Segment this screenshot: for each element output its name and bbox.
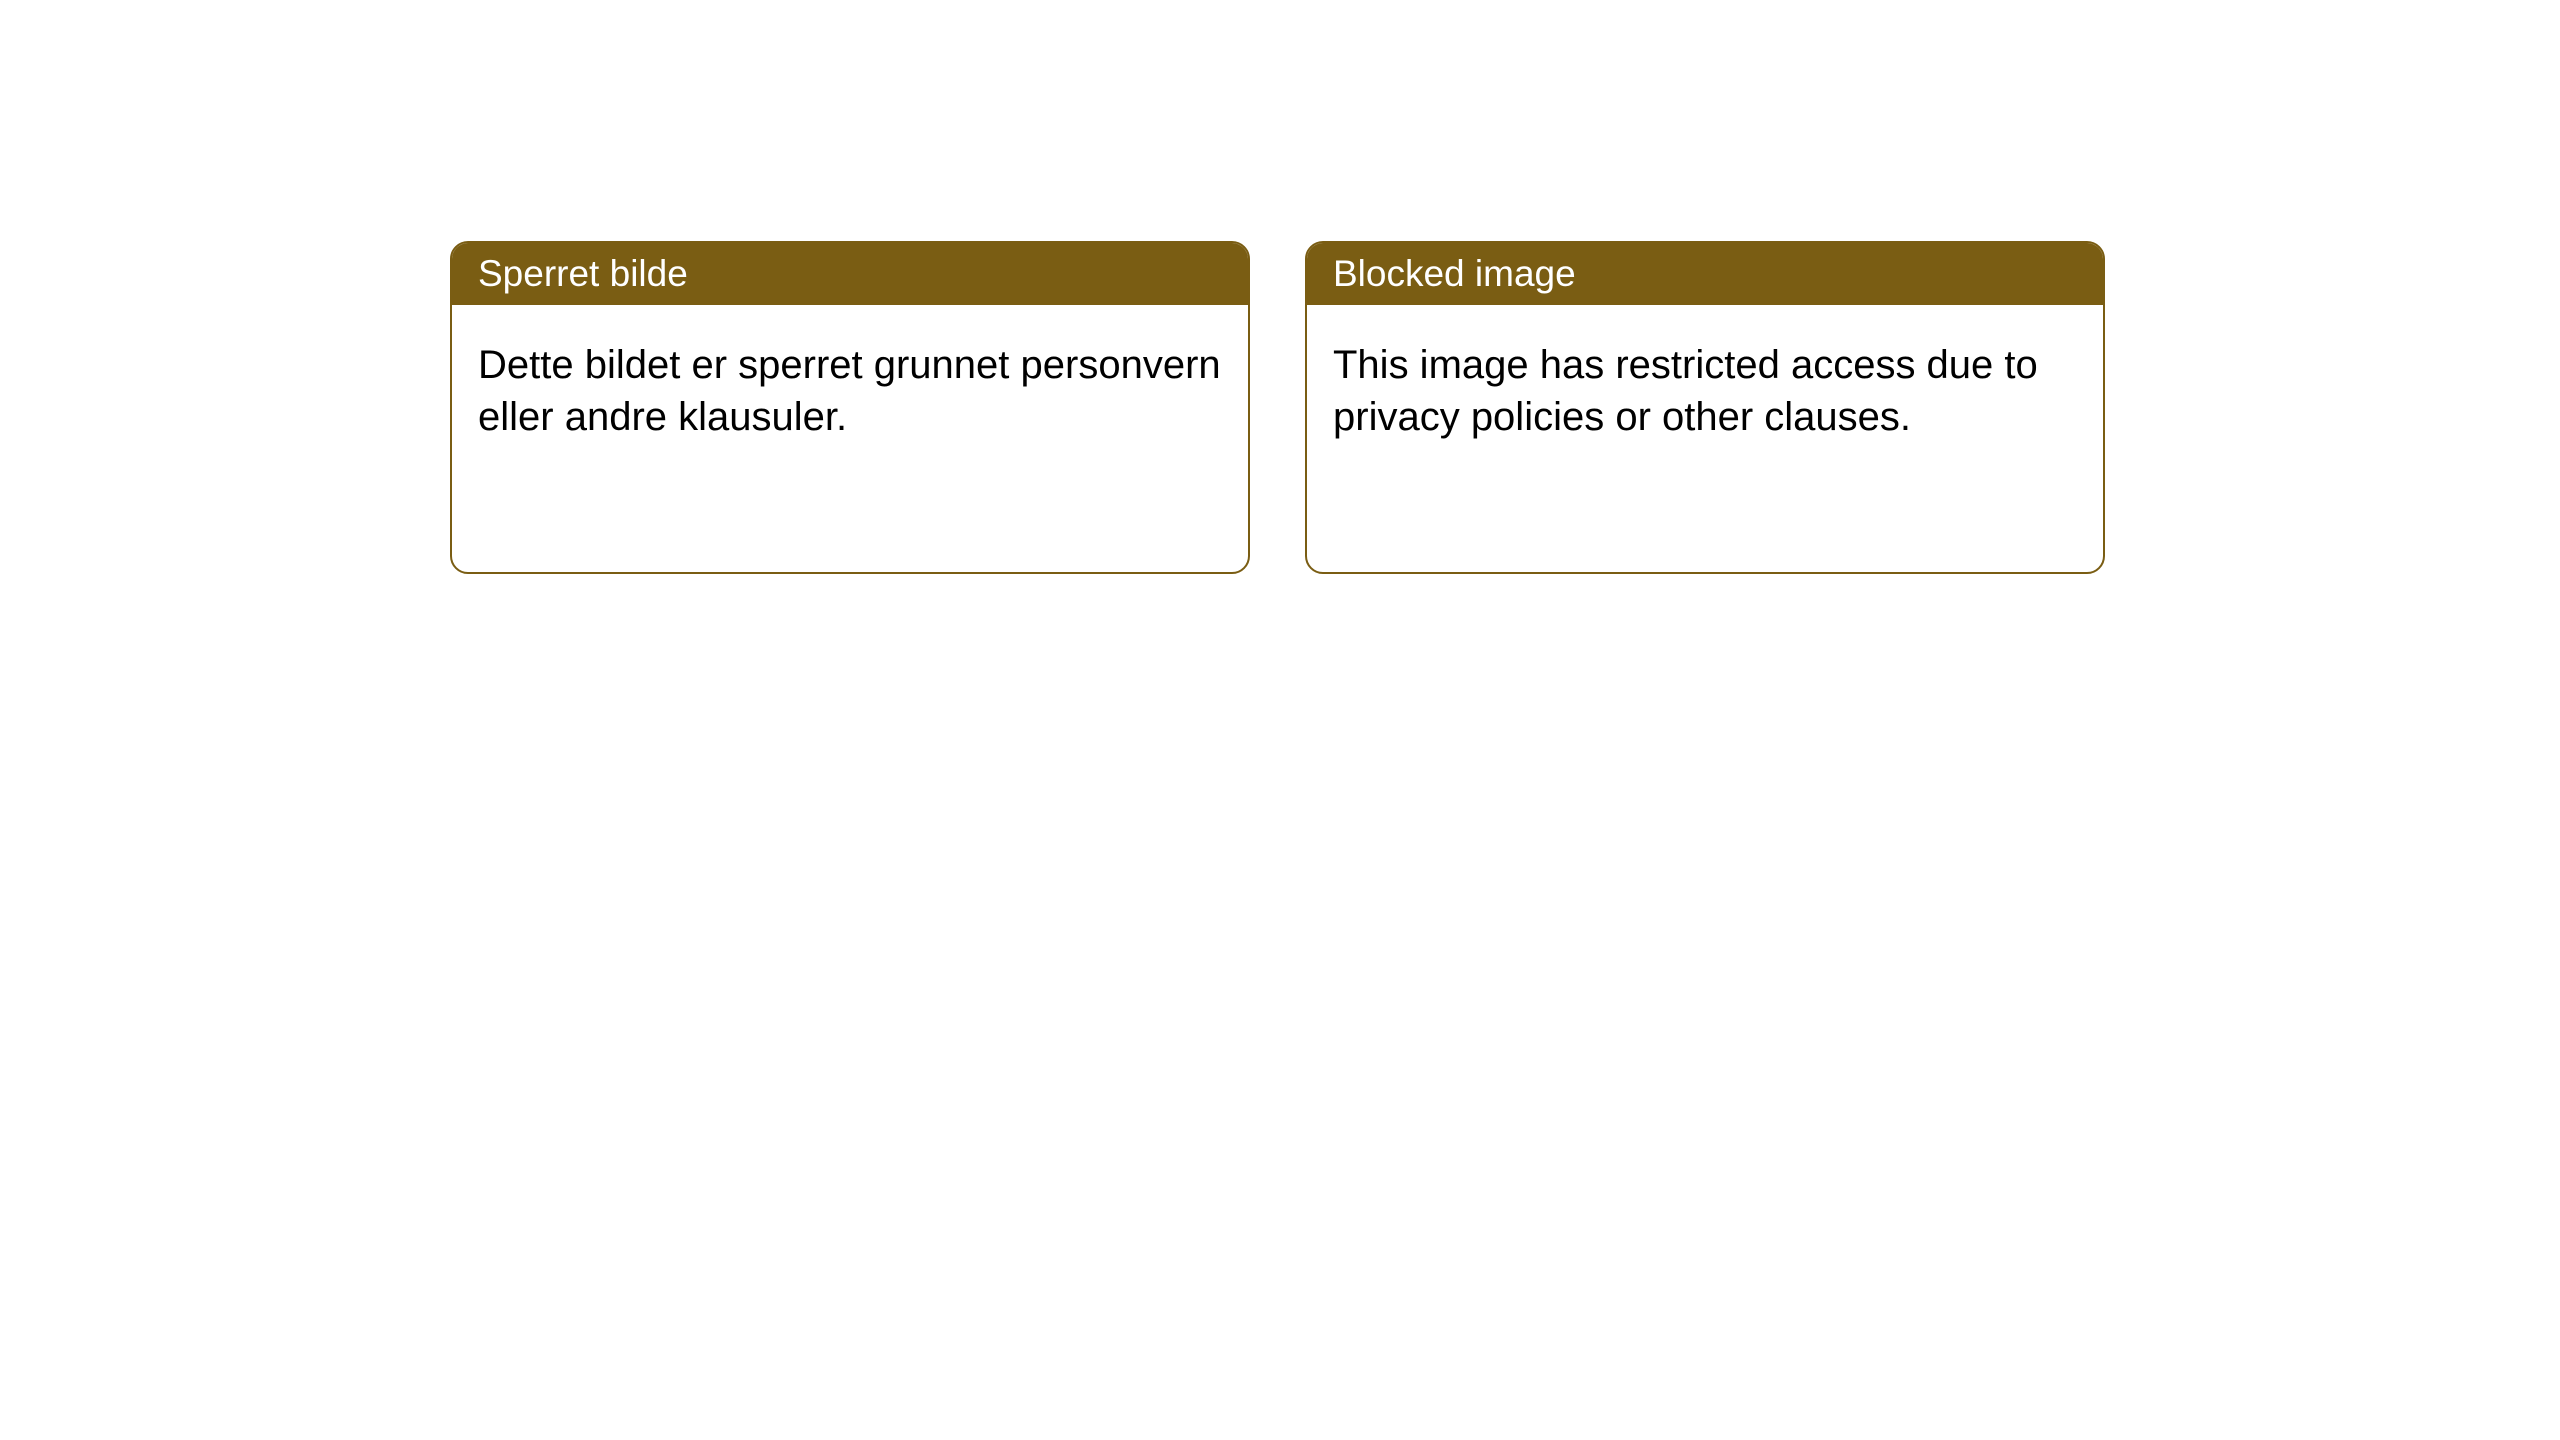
card-header: Blocked image xyxy=(1307,243,2103,305)
card-body: This image has restricted access due to … xyxy=(1307,305,2103,477)
notice-card-norwegian: Sperret bilde Dette bildet er sperret gr… xyxy=(450,241,1250,574)
card-body-text: This image has restricted access due to … xyxy=(1333,343,2038,439)
card-title: Sperret bilde xyxy=(478,253,688,294)
card-header: Sperret bilde xyxy=(452,243,1248,305)
card-body: Dette bildet er sperret grunnet personve… xyxy=(452,305,1248,477)
card-body-text: Dette bildet er sperret grunnet personve… xyxy=(478,343,1221,439)
notice-card-container: Sperret bilde Dette bildet er sperret gr… xyxy=(0,0,2560,574)
notice-card-english: Blocked image This image has restricted … xyxy=(1305,241,2105,574)
card-title: Blocked image xyxy=(1333,253,1576,294)
